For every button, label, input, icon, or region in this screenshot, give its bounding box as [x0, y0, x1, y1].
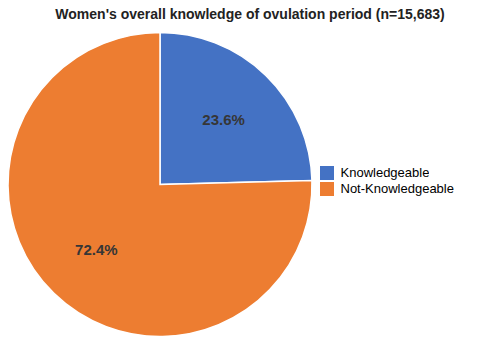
svg-text:23.6%: 23.6%: [202, 111, 245, 128]
html-text:Not-Knowledgeable: Not-Knowledgeable: [340, 181, 454, 197]
html-text:Women's overall knowledge of o: Women's overall knowledge of ovulation p…: [55, 6, 445, 22]
svg-text:72.4%: 72.4%: [75, 241, 118, 258]
html-text:Knowledgeable: Knowledgeable: [340, 165, 430, 181]
